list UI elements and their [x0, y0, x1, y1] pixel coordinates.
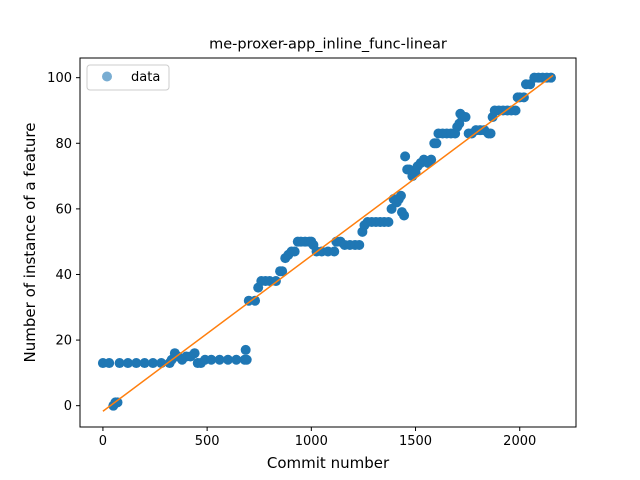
data-point [460, 112, 471, 123]
data-point [485, 128, 496, 139]
y-axis: 0 20 40 60 80 100 [47, 71, 80, 414]
data-point [189, 348, 200, 359]
data-point [104, 358, 115, 369]
data-point [231, 354, 242, 365]
x-tick-label: 500 [195, 434, 220, 449]
data-point [329, 246, 340, 257]
data-point [395, 190, 406, 201]
data-point [241, 354, 252, 365]
data-point [222, 354, 233, 365]
chart-title: me-proxer-app_inline_func-linear [209, 37, 447, 53]
legend-box [86, 64, 170, 91]
x-tick-label: 2000 [503, 434, 536, 449]
data-point [206, 354, 217, 365]
y-tick-label: 60 [55, 202, 72, 217]
y-axis-label: Number of instance of a feature [21, 123, 39, 363]
x-axis-label: Commit number [267, 454, 390, 472]
y-tick-label: 40 [55, 268, 72, 283]
data-point [399, 210, 410, 221]
legend-marker [102, 71, 112, 82]
data-point [277, 266, 288, 277]
data-point [214, 354, 225, 365]
x-axis: 0 500 1000 1500 2000 [99, 427, 536, 449]
data-point [122, 358, 133, 369]
fit-line-layer [102, 74, 554, 412]
legend-label-data: data [131, 70, 160, 85]
fit-line [102, 74, 554, 412]
data-point [112, 397, 123, 408]
y-tick-label: 100 [47, 71, 72, 86]
data-point [383, 217, 394, 227]
data-point [114, 358, 125, 369]
data-point [431, 138, 442, 149]
plot-frame [79, 57, 577, 428]
data-point [510, 105, 521, 116]
data-points [97, 72, 556, 411]
x-tick-label: 0 [99, 434, 107, 449]
x-tick-label: 1500 [399, 434, 432, 449]
data-point [426, 154, 437, 165]
data-point [139, 358, 150, 369]
y-tick-label: 80 [55, 137, 72, 152]
data-point [131, 358, 142, 369]
data-point [147, 358, 158, 369]
legend: data [86, 64, 170, 91]
data-point [240, 344, 251, 355]
x-tick-label: 1000 [295, 434, 328, 449]
y-tick-label: 20 [55, 334, 72, 349]
y-tick-label: 0 [64, 399, 72, 414]
data-point [354, 239, 365, 250]
data-point [250, 295, 261, 306]
data-point [400, 151, 411, 162]
data-point [289, 246, 300, 257]
